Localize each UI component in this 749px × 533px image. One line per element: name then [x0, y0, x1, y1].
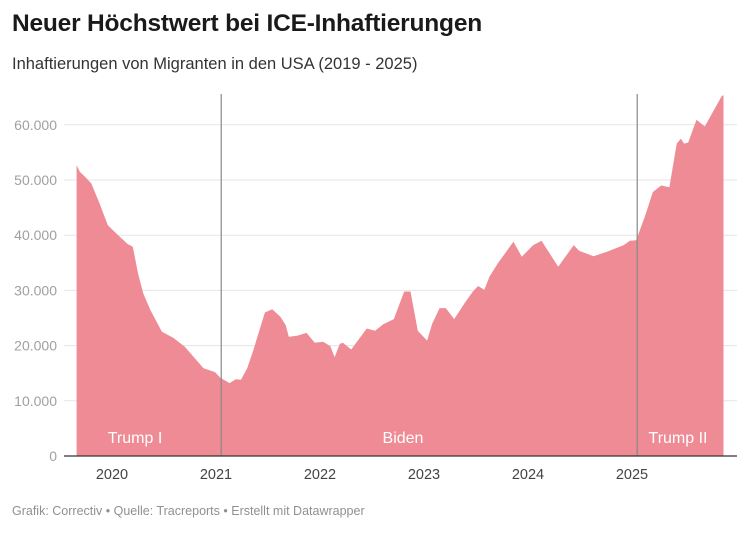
chart-subtitle: Inhaftierungen von Migranten in den USA …: [12, 55, 418, 73]
series-area-inhaftierungen: [76, 95, 724, 456]
period-label-trump-i: Trump I: [108, 430, 163, 447]
x-tick-label: 2021: [200, 467, 232, 483]
x-tick-label: 2023: [408, 467, 440, 483]
y-tick-label: 50.000: [14, 172, 57, 188]
area-layer: [76, 95, 724, 456]
y-tick-label: 60.000: [14, 117, 57, 133]
period-label-trump-ii: Trump II: [649, 430, 708, 447]
y-tick-label: 0: [49, 448, 57, 464]
x-tick-label: 2025: [616, 467, 648, 483]
footer-credits: Grafik: Correctiv • Quelle: Tracreports …: [12, 504, 365, 518]
x-tick-label: 2020: [96, 467, 128, 483]
chart-title: Neuer Höchstwert bei ICE-Inhaftierungen: [12, 10, 483, 37]
axes: 0 10.000 20.000 30.000 40.000 50.000 60.000 202…: [14, 117, 737, 483]
y-tick-label: 40.000: [14, 227, 57, 243]
y-tick-label: 20.000: [14, 338, 57, 354]
y-tick-label: 30.000: [14, 282, 57, 298]
period-labels: Trump I Biden Trump II: [108, 430, 708, 447]
y-tick-label: 10.000: [14, 393, 57, 409]
x-tick-label: 2024: [512, 467, 544, 483]
period-markers: [220, 94, 638, 456]
x-tick-label: 2022: [304, 467, 336, 483]
period-label-biden: Biden: [383, 430, 424, 447]
